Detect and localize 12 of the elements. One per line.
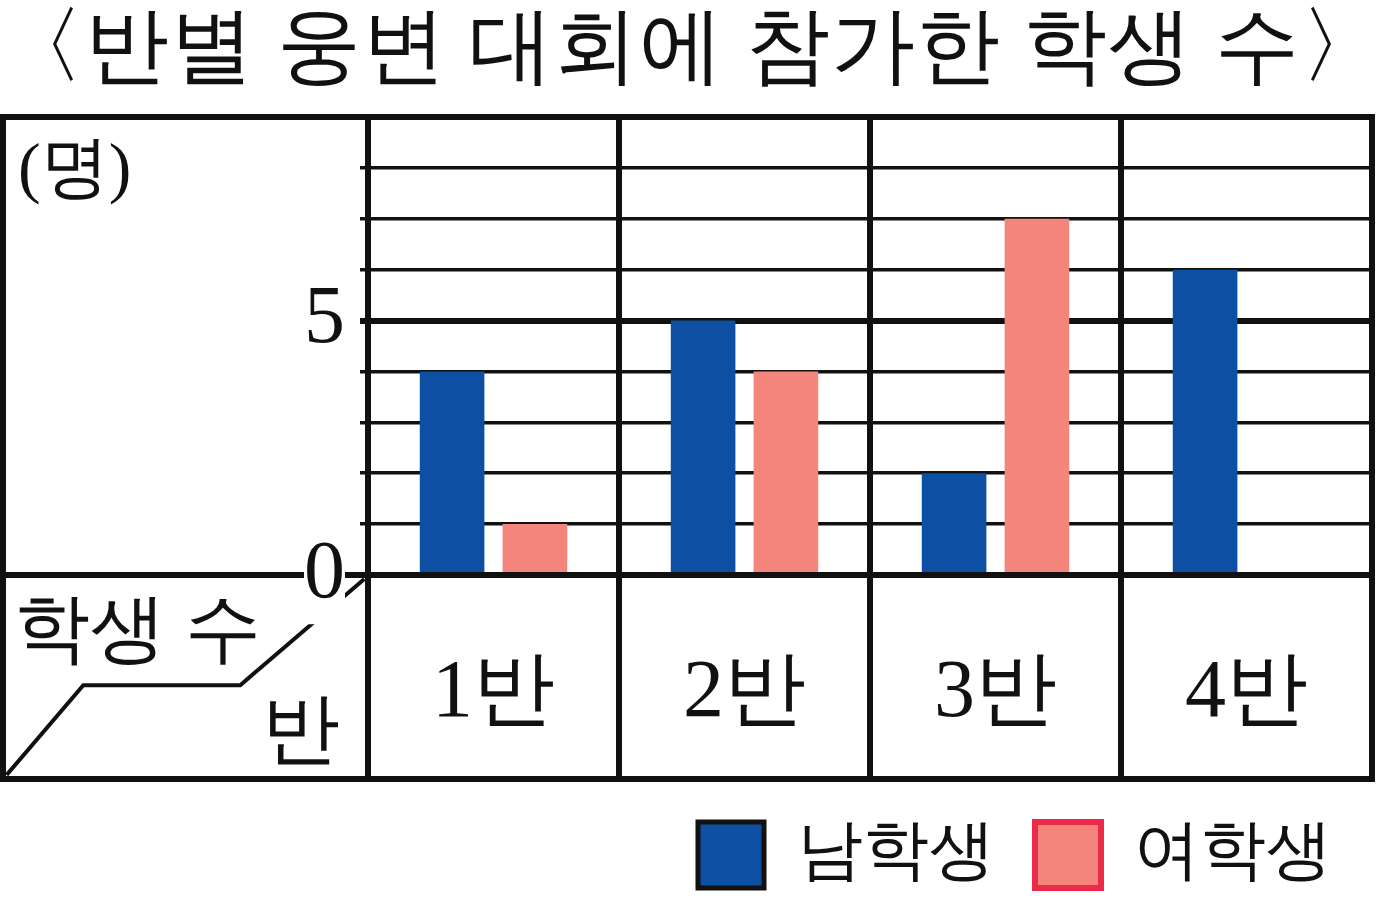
y-tick-label: 5: [304, 269, 345, 361]
x-tick-label: 1반: [432, 642, 555, 734]
text: 학생 수: [14, 586, 261, 670]
x-tick-label: 2반: [683, 642, 806, 734]
x-tick-label: 3반: [934, 642, 1057, 734]
y-axis-title: (명): [18, 129, 132, 205]
x-axis-title: 반: [262, 685, 340, 772]
legend-label: 여학생: [1134, 813, 1332, 887]
chart-title: 〈반별 웅변 대회에 참가한 학생 수〉: [0, 0, 1381, 92]
x-tick-label: 4반: [1185, 642, 1308, 734]
legend-label: 남학생: [797, 813, 995, 887]
y-tick-label: 0: [304, 523, 345, 615]
